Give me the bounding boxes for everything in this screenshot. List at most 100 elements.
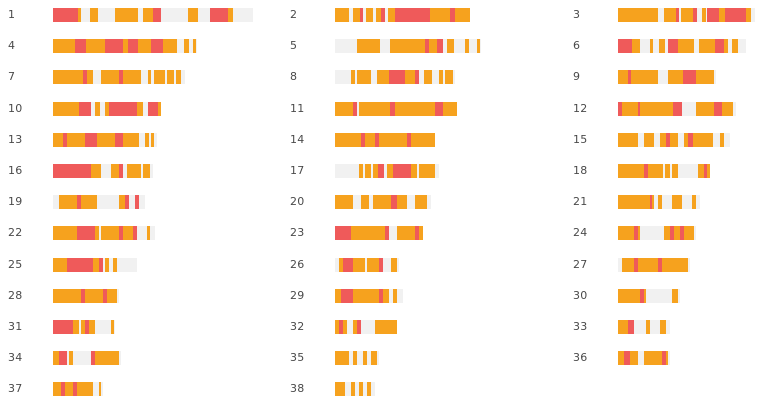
track-segment-red	[650, 195, 652, 210]
track-segment-red	[353, 101, 357, 116]
track-segment-red	[105, 39, 123, 54]
track-segment-orange	[646, 320, 650, 334]
track-segment-orange	[388, 8, 395, 22]
track-segment-orange	[335, 101, 353, 116]
track-bar	[53, 39, 197, 54]
track-row-33: 33	[573, 318, 674, 338]
track-bar	[53, 164, 153, 178]
track-row-35: 35	[290, 349, 383, 369]
track-segment-orange	[375, 320, 397, 334]
track-bar	[618, 132, 730, 147]
track-segment-orange	[93, 257, 99, 272]
track-segment-red	[389, 70, 405, 85]
track-label: 26	[290, 257, 305, 271]
track-segment-red	[450, 8, 455, 22]
track-segment-orange	[366, 8, 373, 22]
track-segment-orange	[684, 226, 694, 241]
track-label: 32	[290, 320, 305, 333]
track-segment-red	[53, 164, 91, 178]
track-segment-orange	[353, 320, 357, 334]
track-segment-orange	[379, 132, 407, 147]
track-segment-orange	[666, 351, 668, 366]
track-row-36: 36	[573, 349, 674, 369]
track-label: 21	[573, 195, 588, 209]
track-segment-orange	[618, 320, 628, 334]
track-segment-orange	[151, 132, 154, 147]
track-segment-red	[119, 164, 123, 178]
track-row-1: 1	[8, 6, 257, 26]
track-bar	[53, 8, 253, 22]
track-row-23: 23	[290, 224, 427, 244]
track-row-13: 13	[8, 131, 161, 151]
track-segment-orange	[693, 132, 713, 147]
track-label: 27	[573, 257, 588, 271]
track-label: 22	[8, 226, 23, 240]
track-segment-red	[53, 8, 78, 22]
track-segment-red	[393, 164, 411, 178]
track-bar	[335, 226, 423, 241]
track-segment-orange	[660, 320, 666, 334]
track-segment-red	[73, 382, 77, 397]
track-segment-orange	[650, 39, 653, 54]
track-segment-orange	[640, 101, 673, 116]
track-segment-red	[339, 320, 343, 334]
track-segment-red	[662, 351, 666, 366]
track-segment-orange	[353, 132, 361, 147]
track-row-31: 31	[8, 318, 119, 338]
track-row-25: 25	[8, 256, 141, 276]
track-segment-orange	[367, 257, 379, 272]
track-segment-orange	[353, 288, 379, 303]
track-segment-orange	[361, 195, 369, 210]
track-segment-red	[693, 8, 697, 22]
track-segment-orange	[618, 8, 658, 22]
track-segment-orange	[87, 70, 93, 85]
track-segment-red	[109, 101, 137, 116]
track-row-17: 17	[290, 162, 443, 182]
track-segment-orange	[105, 257, 109, 272]
track-segment-orange	[465, 39, 469, 54]
track-segment-red	[628, 70, 631, 85]
track-segment-red	[357, 320, 361, 334]
track-segment-orange	[147, 226, 150, 241]
track-segment-orange	[660, 132, 666, 147]
track-segment-orange	[672, 164, 678, 178]
track-segment-red	[379, 257, 383, 272]
track-segment-orange	[415, 195, 427, 210]
track-label: 34	[8, 351, 23, 365]
track-label: 18	[573, 164, 588, 177]
track-segment-orange	[339, 257, 343, 272]
track-segment-orange	[424, 70, 432, 85]
track-segment-red	[115, 132, 123, 147]
track-label: 28	[8, 288, 23, 302]
track-bar	[335, 132, 435, 147]
track-row-5: 5	[290, 37, 485, 57]
track-segment-orange	[359, 382, 363, 397]
track-segment-orange	[618, 288, 640, 303]
track-segment-orange	[53, 257, 67, 272]
track-bar	[53, 351, 121, 366]
track-segment-orange	[371, 351, 377, 366]
track-segment-orange	[193, 39, 196, 54]
track-segment-orange	[632, 39, 640, 54]
track-segment-orange	[158, 101, 161, 116]
track-segment-orange	[353, 8, 360, 22]
track-segment-red	[628, 320, 634, 334]
track-bar	[618, 8, 755, 22]
track-segment-red	[81, 288, 85, 303]
track-segment-orange	[376, 8, 381, 22]
track-segment-orange	[684, 132, 688, 147]
track-segment-orange	[696, 70, 714, 85]
track-segment-red	[83, 70, 87, 85]
track-segment-orange	[367, 382, 371, 397]
track-segment-orange	[390, 39, 425, 54]
track-segment-orange	[335, 351, 349, 366]
track-segment-orange	[53, 226, 77, 241]
track-label: 25	[8, 257, 23, 271]
track-segment-orange	[387, 164, 393, 178]
track-segment-red	[63, 132, 67, 147]
track-bar	[335, 70, 455, 85]
track-segment-red	[341, 288, 353, 303]
track-segment-orange	[631, 70, 658, 85]
track-segment-orange	[419, 164, 435, 178]
track-segment-red	[85, 132, 97, 147]
